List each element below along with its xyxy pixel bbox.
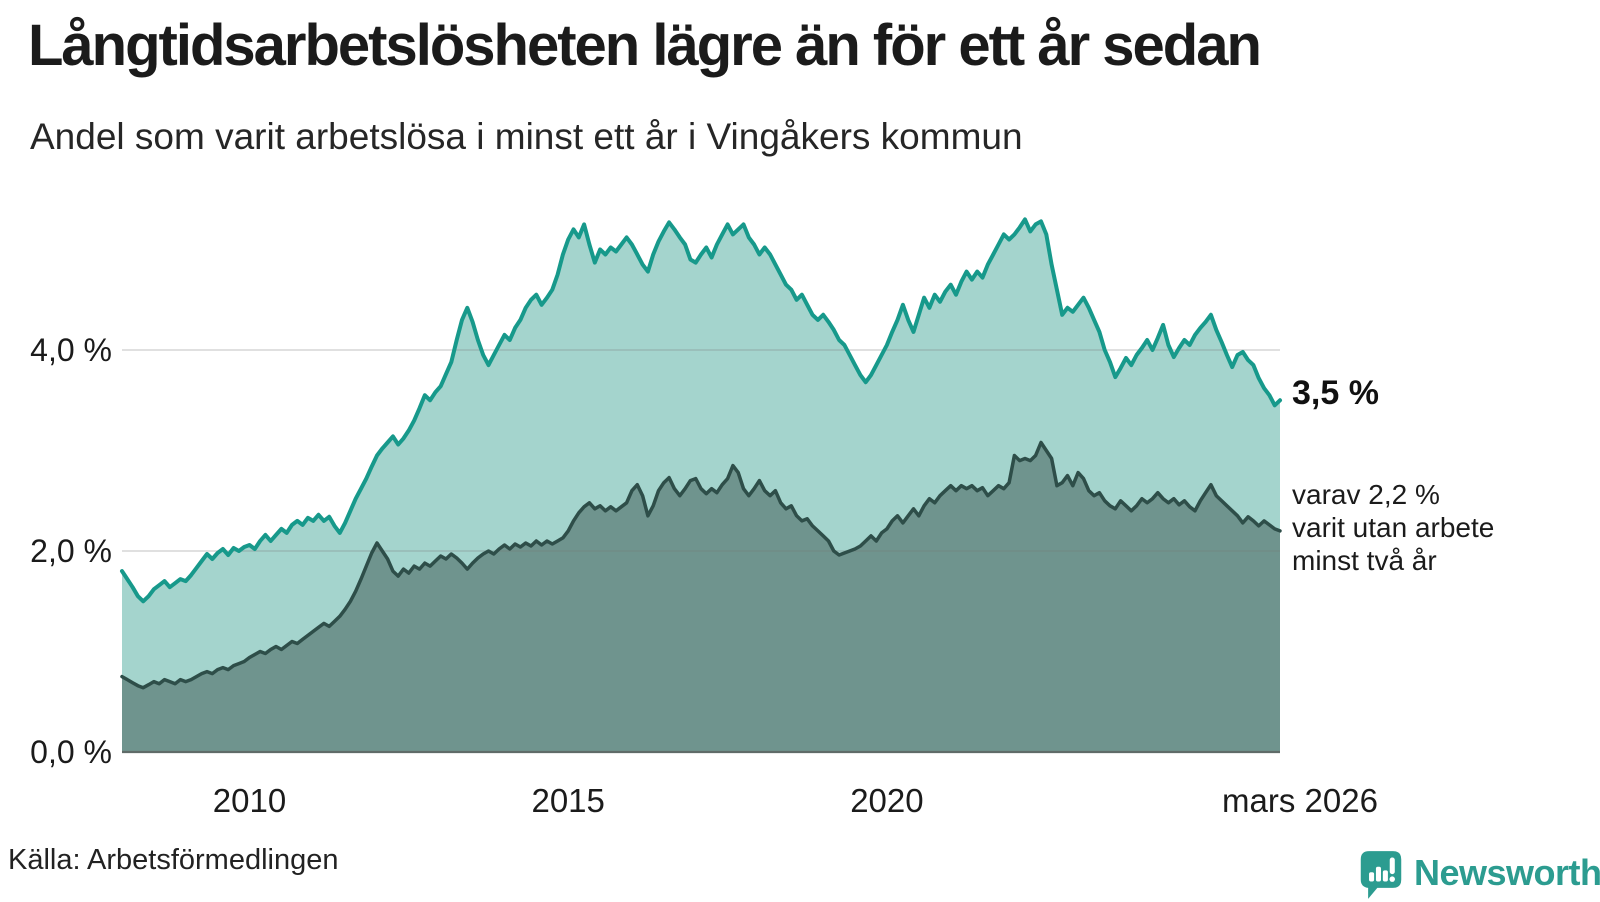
newsworthy-logo: Newsworthy [1358,848,1600,902]
speech-bubble-bar-chart-icon [1360,851,1402,899]
secondary-annotation-line: varit utan arbete [1292,512,1495,543]
y-tick-label: 0,0 % [30,734,112,770]
page-title: Långtidsarbetslösheten lägre än för ett … [28,13,1262,78]
chart-subtitle: Andel som varit arbetslösa i minst ett å… [30,116,1023,157]
line-Arbetslösa minst två år [120,440,1282,690]
x-tick-label: mars 2026 [1222,782,1378,819]
y-tick-label: 2,0 % [30,533,112,569]
latest-value-label: 3,5 % [1292,374,1379,412]
x-tick-label: 2010 [212,782,287,819]
area-Arbetslösa minst två år [122,442,1280,752]
x-tick-label: 2020 [850,782,924,819]
secondary-annotation-line: minst två år [1292,545,1437,576]
secondary-annotation-line: varav 2,2 % [1292,479,1440,510]
x-tick-label: 2015 [531,782,605,819]
brand-wordmark: Newsworthy [1414,852,1600,893]
y-tick-label: 4,0 % [30,332,112,368]
source-note: Källa: Arbetsförmedlingen [8,844,339,876]
line-Arbetslösa minst ett år [120,217,1282,604]
secondary-annotation: varav 2,2 % varit utan arbete minst två … [1292,478,1494,577]
